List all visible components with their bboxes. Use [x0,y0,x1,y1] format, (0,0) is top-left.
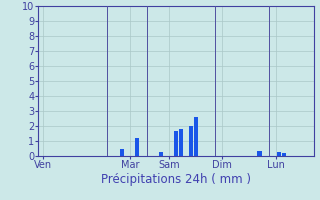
Bar [277,152,281,156]
Bar [189,126,193,156]
Bar [174,130,178,156]
Bar [135,138,139,156]
Bar [258,151,261,156]
Bar [194,117,198,156]
Bar [282,153,286,156]
Bar [179,129,183,156]
Bar [120,148,124,156]
X-axis label: Précipitations 24h ( mm ): Précipitations 24h ( mm ) [101,173,251,186]
Bar [159,152,163,156]
